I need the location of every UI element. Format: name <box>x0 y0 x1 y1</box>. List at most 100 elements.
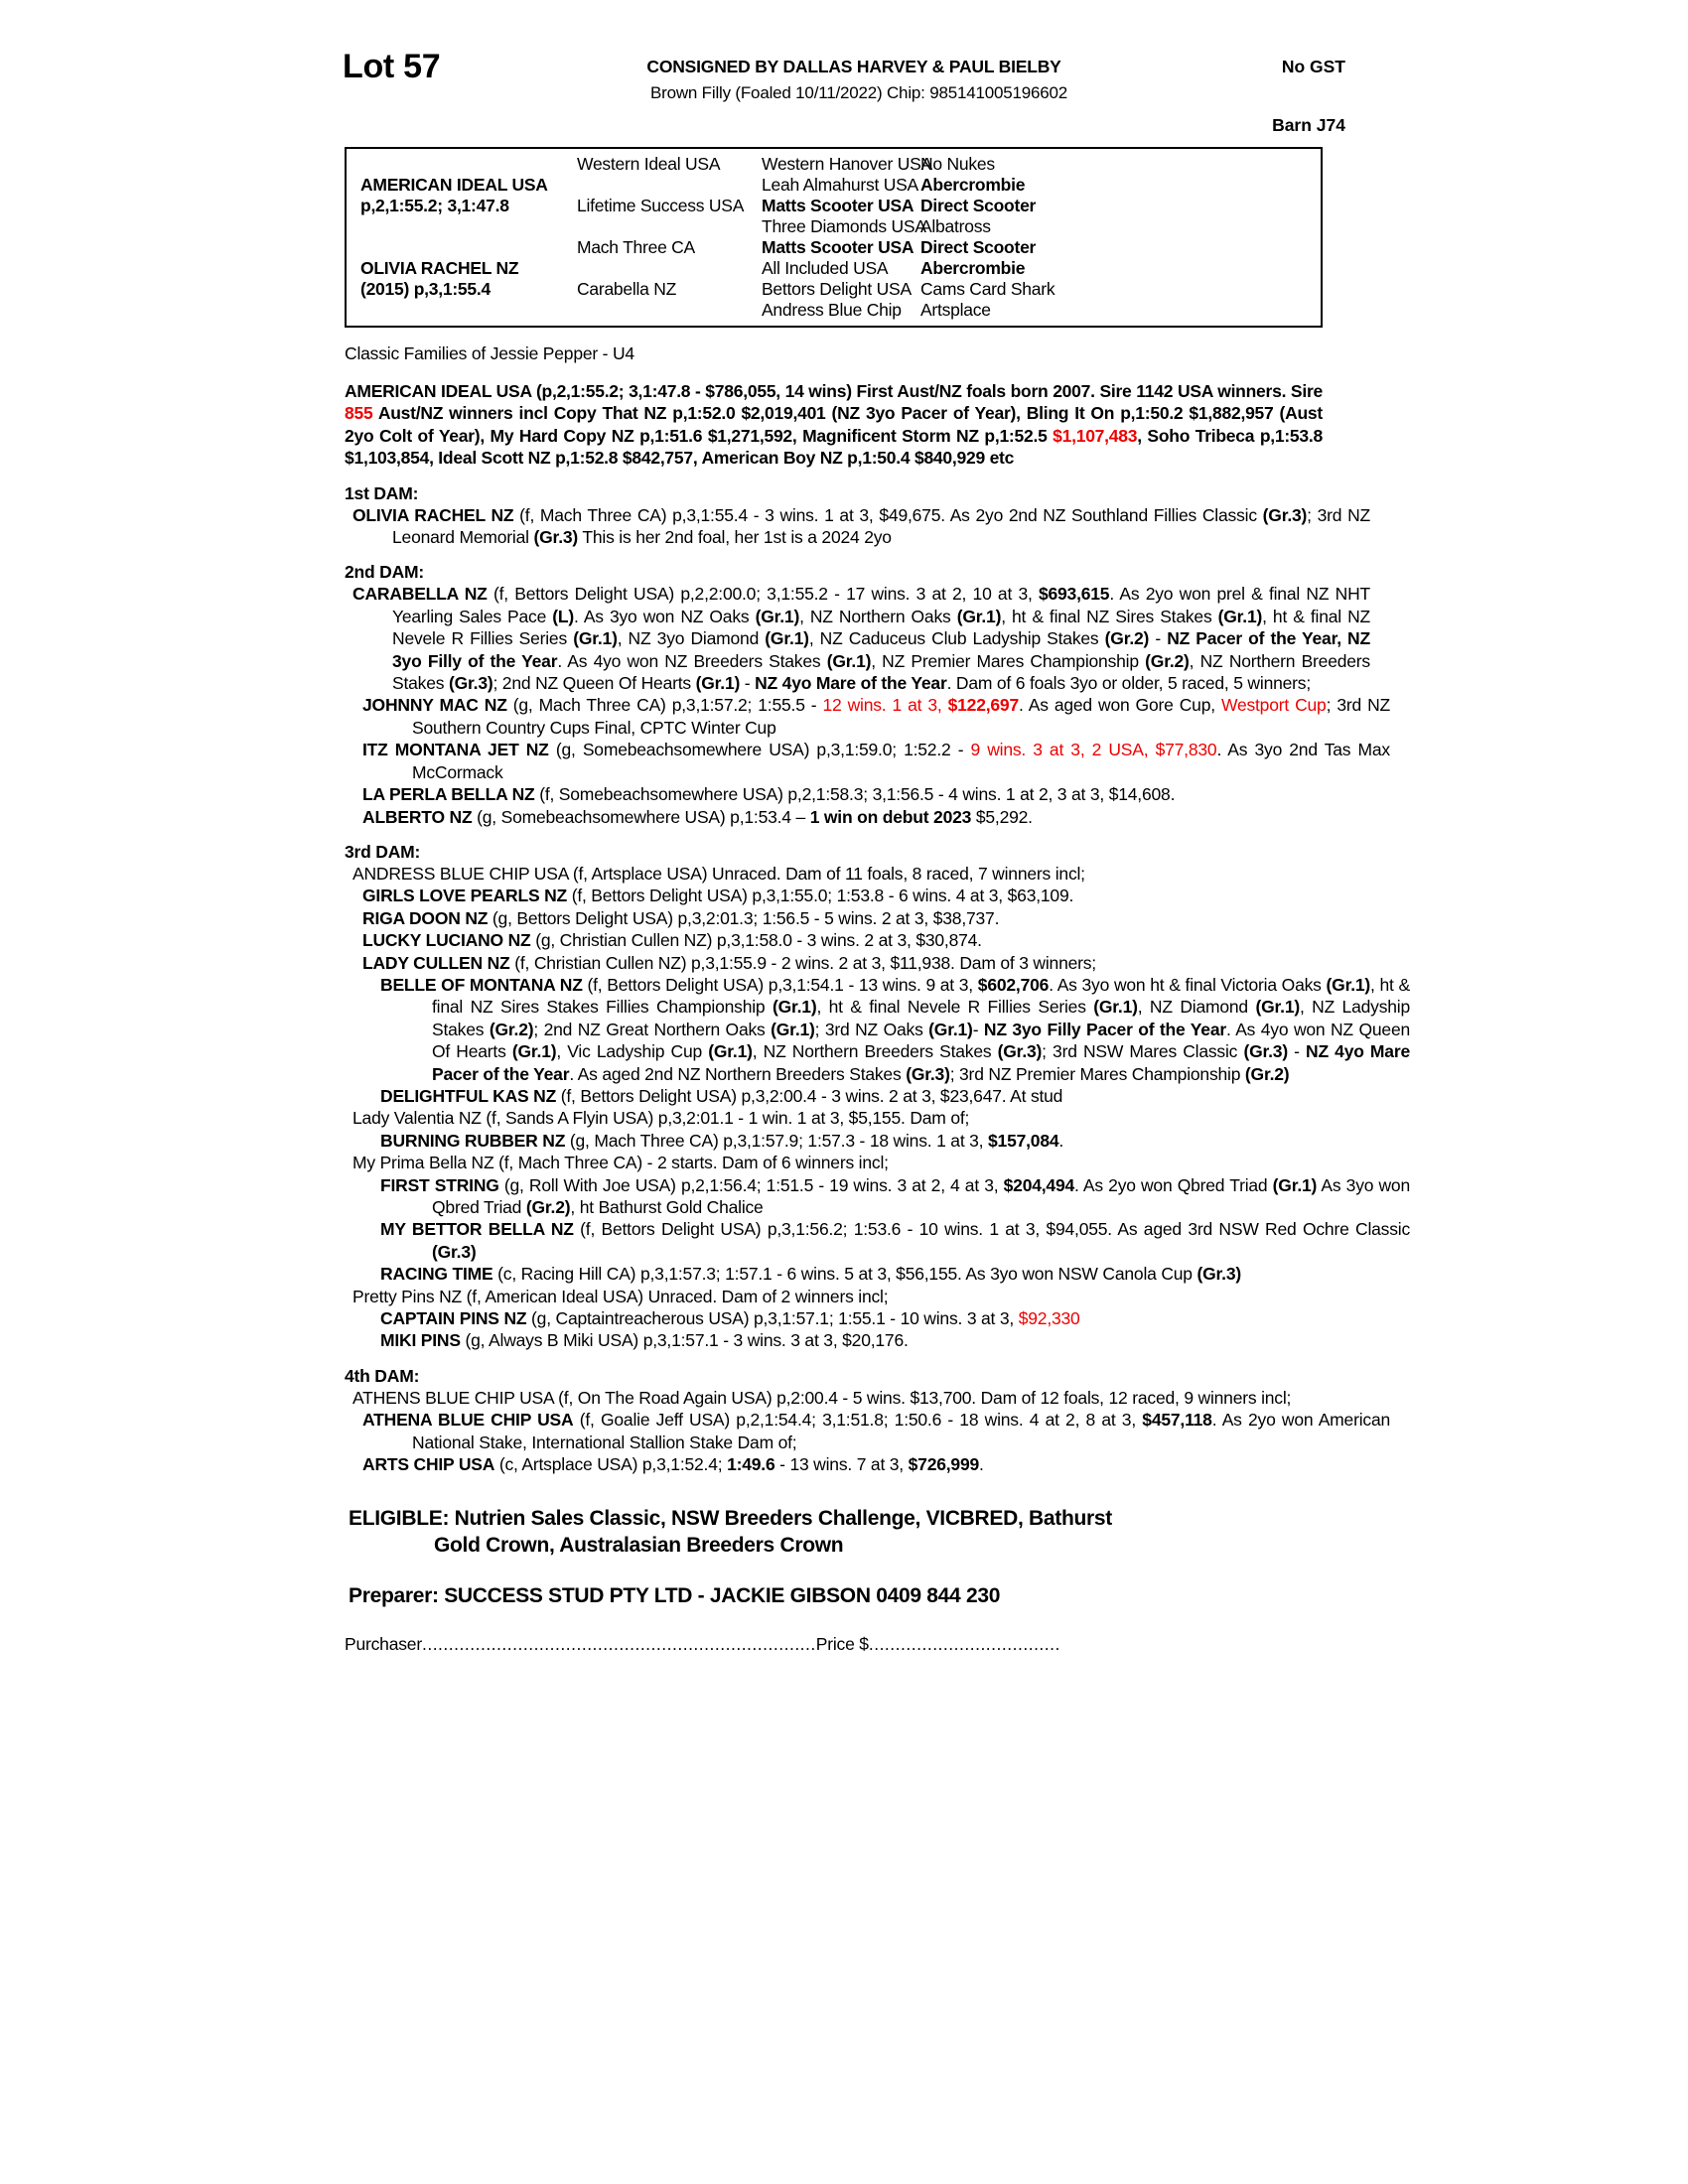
grade-6: (Gr.1) <box>771 1019 815 1039</box>
entry-name: My Prima Bella NZ <box>352 1153 494 1173</box>
pedigree-gg4: Albatross <box>920 216 991 236</box>
entry-red-earnings: $92,330 <box>1018 1308 1080 1329</box>
entry-text-1: (f, Sands A Flyin USA) p,3,2:01.1 - 1 wi… <box>481 1108 970 1129</box>
grade-1: (Gr.3) <box>1262 504 1308 525</box>
entry-red-earnings: $122,697 <box>947 695 1020 716</box>
purchaser-label: Purchaser <box>345 1634 422 1655</box>
classic-families-line: Classic Families of Jessie Pepper - U4 <box>345 343 634 363</box>
entry-name: BELLE OF MONTANA NZ <box>380 974 583 995</box>
pedigree-g8: Andress Blue Chip <box>762 300 902 320</box>
entry-text-1: (g, Captaintreacherous USA) p,3,1:57.1; … <box>526 1308 1019 1329</box>
grade-2: (Gr.3) <box>533 527 579 548</box>
eligible-block: ELIGIBLE: Nutrien Sales Classic, NSW Bre… <box>349 1505 1282 1559</box>
grade-8: (Gr.1) <box>511 1041 557 1062</box>
pedigree-sire-record: p,2,1:55.2; 3,1:47.8 <box>360 196 509 215</box>
entry-my-prima-bella: My Prima Bella NZ (f, Mach Three CA) - 2… <box>345 1152 1370 1173</box>
entry-text-10: . As 4yo won NZ Breeders Stakes <box>557 650 827 671</box>
entry-text-14: - <box>740 673 756 694</box>
pedigree-g3: Matts Scooter USA <box>762 196 914 215</box>
grade-5: (Gr.1) <box>765 628 809 649</box>
entry-text-2: . As 2yo won prel & final NZ NHT Yearlin… <box>392 584 1370 626</box>
entry-lady-cullen: LADY CULLEN NZ (f, Christian Cullen NZ) … <box>345 952 1390 974</box>
entry-text-1: (g, Mach Three CA) p,3,1:57.2; 1:55.5 - <box>506 695 823 716</box>
pedigree-dam-record: (2015) p,3,1:55.4 <box>360 279 491 299</box>
entry-text-1: (f, Bettors Delight USA) p,3,1:56.2; 1:5… <box>573 1219 1410 1240</box>
entry-text-5: , ht & final NZ Sires Stakes <box>1001 606 1218 626</box>
entry-earnings: $204,494 <box>1003 1174 1075 1195</box>
entry-name: JOHNNY MAC NZ <box>362 695 507 716</box>
entry-lucky-luciano: LUCKY LUCIANO NZ (g, Christian Cullen NZ… <box>345 929 1390 951</box>
entry-la-perla-bella: LA PERLA BELLA NZ (f, Somebeachsomewhere… <box>345 783 1390 805</box>
pedigree-dam-sire: Mach Three CA <box>577 237 695 257</box>
grade-5: (Gr.2) <box>489 1019 534 1039</box>
award-1: NZ 3yo Filly Pacer of the Year <box>983 1019 1226 1039</box>
entry-text-14: - <box>1287 1041 1307 1062</box>
pedigree-gg5: Direct Scooter <box>920 237 1037 257</box>
entry-text-3: . <box>979 1454 984 1475</box>
entry-text-15: . Dam of 6 foals 3yo or older, 5 raced, … <box>946 673 1312 694</box>
dam-heading-1: 1st DAM: <box>345 482 419 503</box>
entry-text-13: ; 3rd NSW Mares Classic <box>1042 1041 1244 1062</box>
entry-text-4: , NZ Northern Oaks <box>799 606 957 626</box>
pedigree-g7: Bettors Delight USA <box>762 279 912 299</box>
entry-name: LADY CULLEN NZ <box>362 952 510 973</box>
entry-text-5: , NZ Diamond <box>1137 997 1256 1018</box>
page-header: Lot 57 CONSIGNED BY DALLAS HARVEY & PAUL… <box>343 40 1345 147</box>
entry-text-1: (f, Mach Three CA) - 2 starts. Dam of 6 … <box>493 1153 889 1173</box>
entry-text-4: , ht & final Nevele R Fillies Series <box>816 997 1094 1018</box>
entry-text-12: , NZ Northern Breeders Stakes <box>392 650 1370 694</box>
entry-text-3: . As 3yo won NZ Oaks <box>574 606 756 626</box>
pedigree-g2: Leah Almahurst USA <box>762 175 918 195</box>
grade-11: (Gr.3) <box>1243 1041 1288 1062</box>
sire-para-part2: Aust/NZ winners incl Copy That NZ p,1:52… <box>345 403 1323 446</box>
entry-text-2: . As 2yo won American National Stake, In… <box>412 1410 1391 1452</box>
entry-earnings: $602,706 <box>977 974 1050 995</box>
breeding-line: Brown Filly (Foaled 10/11/2022) Chip: 98… <box>649 83 1068 102</box>
grade-10: (Gr.1) <box>695 673 741 694</box>
entry-text-1: (c, Artsplace USA) p,3,1:52.4; <box>494 1454 728 1475</box>
grade-9: (Gr.1) <box>708 1041 753 1062</box>
dam-heading-4: 4th DAM: <box>345 1365 420 1386</box>
entry-text-9: - <box>1149 628 1168 649</box>
award-2: NZ 4yo Mare of the Year <box>755 673 947 694</box>
pedigree-g4: Three Diamonds USA <box>762 216 926 236</box>
entry-pretty-pins: Pretty Pins NZ (f, American Ideal USA) U… <box>345 1286 1370 1307</box>
entry-earnings: $693,615 <box>1038 584 1110 605</box>
entry-text-7: ; 2nd NZ Great Northern Oaks <box>533 1019 772 1039</box>
entry-racing-time: RACING TIME (c, Racing Hill CA) p,3,1:57… <box>345 1263 1410 1285</box>
entry-text-6: , NZ Ladyship Stakes <box>432 997 1411 1039</box>
entry-text-1: (f, Somebeachsomewhere USA) p,2,1:58.3; … <box>534 784 1176 805</box>
entry-text-12: , NZ Northern Breeders Stakes <box>752 1041 998 1062</box>
eligible-line-1: ELIGIBLE: Nutrien Sales Classic, NSW Bre… <box>349 1507 1112 1531</box>
lot-number: Lot 57 <box>343 48 441 85</box>
entry-red-wins: 12 wins. 1 at 3, <box>822 695 948 716</box>
entry-carabella: CARABELLA NZ (f, Bettors Delight USA) p,… <box>345 583 1370 694</box>
sire-para-part1: AMERICAN IDEAL USA (p,2,1:55.2; 3,1:47.8… <box>345 381 1323 401</box>
entry-lady-valentia: Lady Valentia NZ (f, Sands A Flyin USA) … <box>345 1107 1370 1129</box>
entry-text-2: . <box>1058 1130 1064 1151</box>
eligible-line-2: Gold Crown, Australasian Breeders Crown <box>434 1534 844 1558</box>
pedigree-gg7: Cams Card Shark <box>920 279 1055 299</box>
entry-name: ATHENA BLUE CHIP USA <box>362 1410 574 1431</box>
pedigree-table: AMERICAN IDEAL USA p,2,1:55.2; 3,1:47.8 … <box>345 147 1323 328</box>
entry-arts-chip: ARTS CHIP USA (c, Artsplace USA) p,3,1:5… <box>345 1453 1390 1475</box>
entry-text-1: (f, Goalie Jeff USA) p,2,1:54.4; 3,1:51.… <box>573 1410 1143 1431</box>
entry-best-time: 1:49.6 <box>727 1454 775 1475</box>
entry-text-2: $5,292. <box>971 806 1033 827</box>
grade-1: (Gr.1) <box>1272 1174 1318 1195</box>
entry-text-9: - <box>972 1019 984 1039</box>
entry-name: OLIVIA RACHEL NZ <box>352 504 514 525</box>
entry-first-string: FIRST STRING (g, Roll With Joe USA) p,2,… <box>345 1174 1410 1219</box>
pedigree-dam-dam: Carabella NZ <box>577 279 677 299</box>
entry-text-1: (g, Mach Three CA) p,3,1:57.9; 1:57.3 - … <box>565 1130 988 1151</box>
entry-miki-pins: MIKI PINS (g, Always B Miki USA) p,3,1:5… <box>345 1329 1410 1351</box>
entry-name: RIGA DOON NZ <box>362 907 489 928</box>
pedigree-sire-sire: Western Ideal USA <box>577 154 721 174</box>
grade-listed: (L) <box>552 606 574 626</box>
grade-4: (Gr.1) <box>573 628 618 649</box>
entry-debut-note: 1 win on debut 2023 <box>809 806 972 827</box>
pedigree-g5: Matts Scooter USA <box>762 237 914 257</box>
sire-winners-count: 855 <box>345 403 373 424</box>
entry-text-1: (f, Mach Three CA) p,3,1:55.4 - 3 wins. … <box>513 504 1263 525</box>
